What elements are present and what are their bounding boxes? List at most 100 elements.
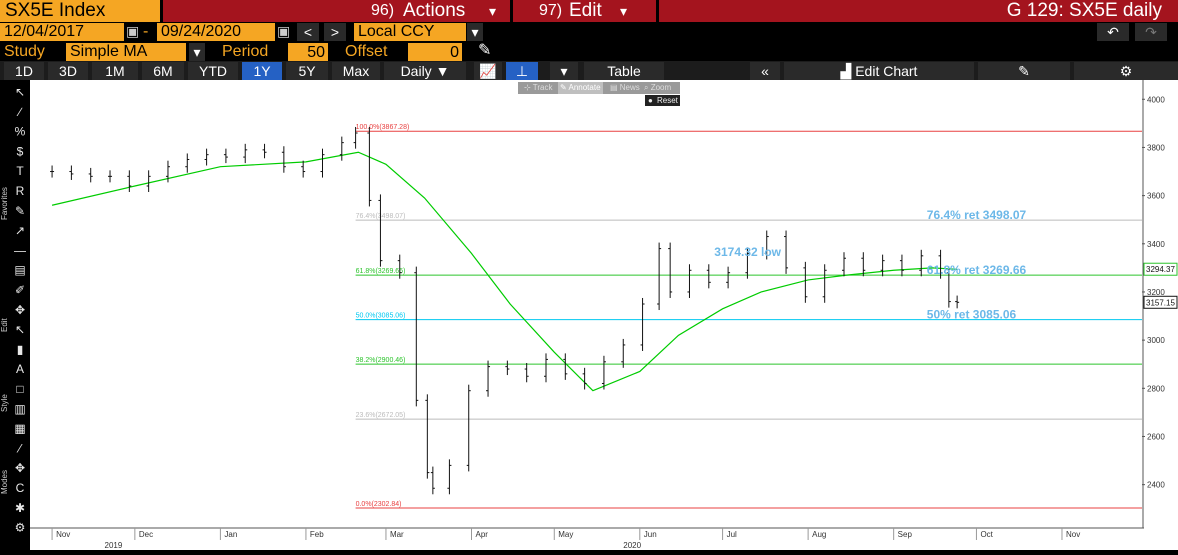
price-chart[interactable]: 100.0%(3867.28)76.4%(3498.07)61.8%(3269.…	[0, 80, 1178, 550]
y-tick-label: 3200	[1147, 288, 1165, 297]
annotate-icon[interactable]: ✎	[978, 62, 1070, 80]
price-bar	[430, 466, 435, 495]
bar-chart-icon[interactable]: ⊥	[506, 62, 538, 80]
table-button[interactable]: Table	[584, 62, 664, 80]
price-bar	[50, 165, 55, 178]
period-1d-button[interactable]: 1D	[4, 62, 44, 80]
price-bar	[204, 148, 209, 166]
palette-icon: ✱	[15, 501, 25, 515]
chevron-down-icon[interactable]: ▾	[189, 43, 205, 61]
price-bar	[919, 249, 924, 277]
text-tool-icon: T	[16, 164, 24, 178]
chevron-down-icon[interactable]: ▾	[550, 62, 578, 80]
price-bar	[108, 170, 113, 183]
price-bar	[822, 264, 827, 303]
style-side-label: Style	[0, 394, 9, 412]
price-bar	[243, 143, 248, 164]
start-date-field[interactable]: 12/04/2017	[0, 23, 124, 41]
x-axis-ticks: Nov Dec Jan Feb Mar Apr May Jun Jul Aug Sep Oct Nov 2…	[51, 528, 1080, 550]
ticker-text: SX5E Index	[5, 0, 106, 21]
y-tick-label: 3800	[1147, 143, 1165, 152]
period-1m-button[interactable]: 1M	[92, 62, 138, 80]
annotate-tool[interactable]: ✎ Annotate	[558, 82, 603, 94]
price-bar	[764, 230, 769, 260]
price-bar	[486, 360, 491, 397]
page-title-bar: G 129: SX5E daily	[659, 0, 1178, 22]
period-label: Period	[222, 43, 269, 60]
year-label: 2019	[105, 541, 123, 550]
period-1y-button[interactable]: 1Y	[242, 62, 282, 80]
reset-icon: ●	[648, 96, 653, 105]
price-bar	[466, 384, 471, 472]
period-max-button[interactable]: Max	[332, 62, 380, 80]
x-tick-label: Sep	[898, 530, 913, 539]
price-bar	[262, 143, 267, 159]
news-tool[interactable]: ▤ News	[610, 83, 640, 92]
pencil-icon[interactable]: ✎	[478, 42, 492, 59]
page-title: G 129: SX5E daily	[1006, 0, 1162, 21]
track-tool[interactable]: ⊹ Track	[524, 83, 553, 92]
period-ytd-button[interactable]: YTD	[188, 62, 238, 80]
period-6m-button[interactable]: 6M	[142, 62, 184, 80]
zoom-tool[interactable]: ⌕ Zoom	[644, 83, 672, 92]
y-tick-label: 2400	[1147, 481, 1165, 490]
end-date-field[interactable]: 09/24/2020	[157, 23, 275, 41]
price-bar	[601, 355, 606, 390]
edit-chart-button[interactable]: ▟ Edit Chart	[784, 62, 974, 80]
price-bar	[621, 338, 626, 368]
x-tick-label: May	[558, 530, 573, 539]
redo-icon[interactable]: ↷	[1135, 23, 1167, 41]
x-tick-label: Apr	[475, 530, 488, 539]
calendar-icon[interactable]: ▣	[126, 23, 140, 39]
study-bar: Study Simple MA ▾ Period 50 Offset 0 ✎	[0, 41, 1178, 61]
undo-icon[interactable]: ↶	[1097, 23, 1129, 41]
fib-level-label: 23.6%(2672.05)	[356, 412, 406, 419]
ticker-field[interactable]: SX5E Index	[0, 0, 160, 22]
edit-label: Edit	[569, 0, 602, 21]
y-tick-label: 2800	[1147, 384, 1165, 393]
arrow-tool-icon: ↗	[15, 224, 25, 238]
zoom-label: Zoom	[650, 83, 672, 92]
frequency-text: Daily	[400, 63, 432, 79]
drawing-toolbar	[0, 80, 30, 550]
line-chart-icon[interactable]: 📈	[474, 62, 502, 80]
y-tick-label: 4000	[1147, 95, 1165, 104]
chevron-down-icon[interactable]: ▾	[467, 23, 483, 41]
offset-input[interactable]: 0	[408, 43, 462, 61]
edit-menu[interactable]: 97) Edit ▾	[513, 0, 656, 22]
chevron-down-icon: ▾	[620, 3, 628, 19]
percent-icon: %	[15, 125, 26, 139]
actions-label: Actions	[403, 0, 466, 21]
modes-side-label: Modes	[0, 469, 9, 494]
back-arrow-button[interactable]: <	[297, 23, 319, 41]
price-bar	[668, 242, 673, 298]
triangle-down-icon: ▼	[435, 63, 450, 79]
frequency-select[interactable]: Daily ▼	[384, 62, 466, 80]
price-bar	[320, 148, 325, 178]
collapse-icon[interactable]: «	[750, 62, 780, 80]
gear-icon[interactable]: ⚙	[1074, 62, 1178, 80]
reset-button[interactable]: ● Reset	[645, 95, 680, 106]
actions-menu[interactable]: 96) Actions ▾	[163, 0, 510, 22]
period-3d-button[interactable]: 3D	[48, 62, 88, 80]
forward-arrow-button[interactable]: >	[324, 23, 346, 41]
crosshair-icon: ✥	[15, 303, 25, 317]
fib-level-label: 100.0%(3867.28)	[356, 124, 410, 131]
calendar-icon[interactable]: ▣	[277, 23, 291, 39]
offset-value: 0	[450, 44, 459, 61]
x-tick-label: Jul	[727, 530, 737, 539]
fib-level-label: 0.0%(2302.84)	[356, 501, 402, 508]
reset-label: Reset	[657, 96, 678, 105]
price-bar	[563, 353, 568, 380]
title-bar: SX5E Index 96) Actions ▾ 97) Edit ▾ G 12…	[0, 0, 1178, 22]
actions-num: 96)	[371, 2, 395, 19]
ma-series-line	[51, 151, 958, 392]
period-5y-button[interactable]: 5Y	[286, 62, 328, 80]
study-select[interactable]: Simple MA	[66, 43, 186, 61]
price-bar	[353, 126, 358, 149]
price-bar	[223, 148, 228, 164]
annotation-label: 76.4% ret 3498.07	[927, 208, 1027, 222]
period-input[interactable]: 50	[288, 43, 328, 61]
price-bar	[784, 230, 789, 274]
currency-select[interactable]: Local CCY	[354, 23, 466, 41]
